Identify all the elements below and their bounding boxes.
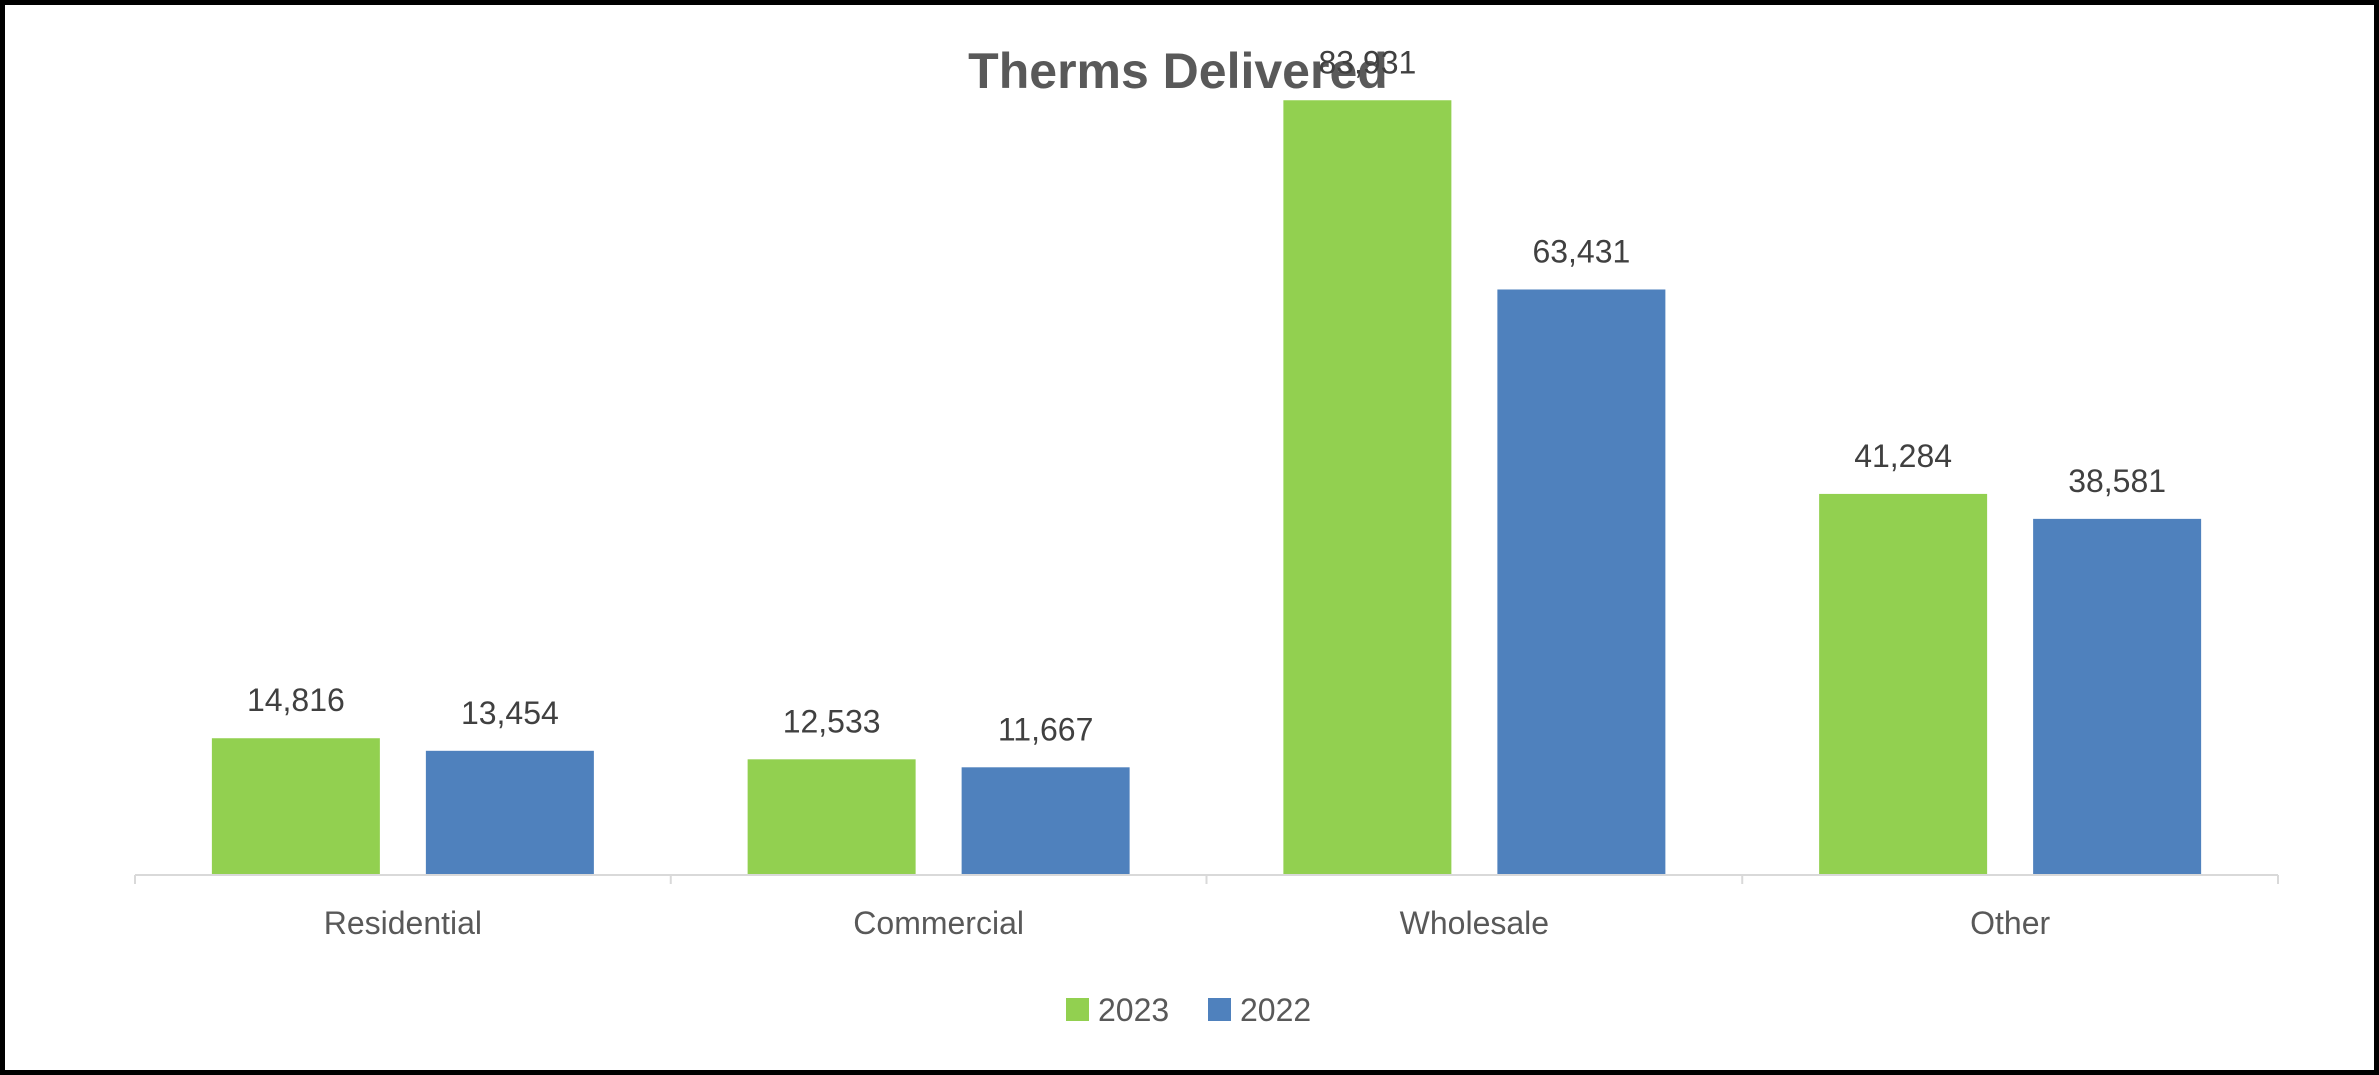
x-axis: Residential Commercial Wholesale Other bbox=[134, 874, 2279, 941]
data-labels: 14,816 12,533 83,931 41,284 13,454 11,667 63,4… bbox=[247, 44, 2166, 747]
bar-wholesale-2022 bbox=[1497, 289, 1666, 876]
x-tick-label: Commercial bbox=[853, 905, 1024, 941]
data-label: 14,816 bbox=[247, 682, 345, 718]
bar-wholesale-2023 bbox=[1283, 100, 1452, 875]
bar-residential-2023 bbox=[211, 738, 380, 875]
legend-label-2023: 2023 bbox=[1098, 992, 1169, 1028]
x-tick-label: Wholesale bbox=[1400, 905, 1549, 941]
data-label: 11,667 bbox=[998, 711, 1094, 747]
legend-swatch-2023 bbox=[1066, 998, 1089, 1021]
legend: 2023 2022 bbox=[1066, 992, 1311, 1028]
data-label: 41,284 bbox=[1854, 438, 1952, 474]
data-label: 63,431 bbox=[1532, 233, 1630, 269]
data-label: 12,533 bbox=[783, 703, 881, 739]
data-label: 13,454 bbox=[461, 695, 559, 731]
bar-commercial-2023 bbox=[747, 759, 916, 875]
x-tick-label: Other bbox=[1970, 905, 2050, 941]
bars-layer bbox=[211, 100, 2202, 876]
legend-swatch-2022 bbox=[1208, 998, 1231, 1021]
data-label: 38,581 bbox=[2068, 463, 2166, 499]
legend-label-2022: 2022 bbox=[1240, 992, 1311, 1028]
bar-residential-2022 bbox=[425, 750, 594, 875]
x-tick-label: Residential bbox=[324, 905, 482, 941]
chart-title: Therms Delivered bbox=[968, 43, 1388, 99]
bar-commercial-2022 bbox=[961, 767, 1130, 875]
bar-other-2022 bbox=[2033, 518, 2202, 875]
data-label: 83,931 bbox=[1318, 44, 1416, 80]
bar-other-2023 bbox=[1819, 493, 1988, 875]
